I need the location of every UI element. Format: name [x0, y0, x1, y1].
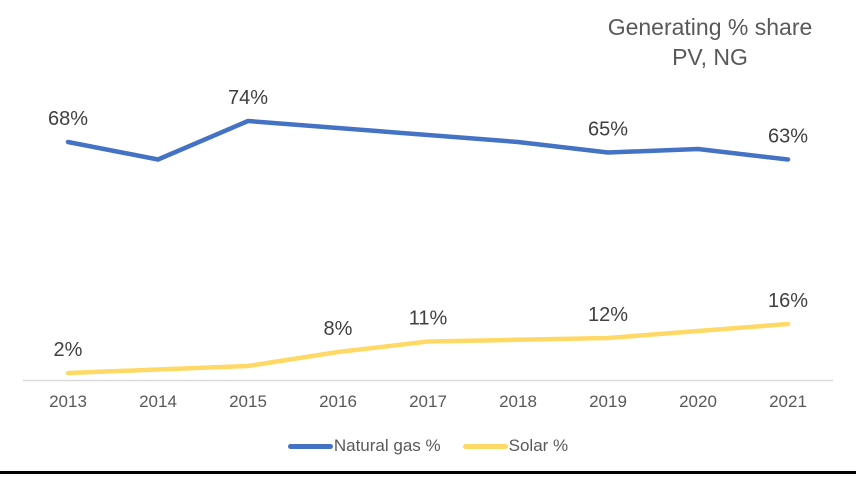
chart-title-line2: PV, NG	[672, 44, 748, 71]
data-label: 74%	[228, 87, 268, 109]
data-label: 63%	[768, 126, 808, 148]
legend-label-solar: Solar %	[508, 436, 569, 455]
data-label: 65%	[588, 119, 628, 141]
solar-line-swatch	[462, 443, 508, 449]
data-label: 68%	[48, 108, 88, 130]
x-axis-label: 2018	[499, 392, 537, 411]
legend-item-solar[interactable]: Solar %	[462, 436, 569, 456]
x-axis-label: 2016	[319, 392, 357, 411]
bottom-border-bar	[0, 471, 856, 474]
data-label: 2%	[54, 339, 83, 361]
chart-title-line1: Generating % share	[607, 14, 813, 40]
x-axis-label: 2015	[229, 392, 267, 411]
data-label: 16%	[768, 290, 808, 312]
natural-gas-line-swatch	[287, 443, 333, 449]
x-axis-label: 2020	[679, 392, 717, 411]
data-label: 8%	[324, 318, 353, 340]
x-axis-label: 2019	[589, 392, 627, 411]
series-line-natural-gas	[65, 118, 791, 162]
x-axis-label: 2013	[49, 392, 87, 411]
legend-label-natural-gas: Natural gas %	[333, 436, 441, 455]
chart-title: Generating % share PV, NG	[570, 12, 850, 73]
x-axis-label: 2017	[409, 392, 447, 411]
data-label: 11%	[409, 308, 448, 330]
legend-item-natural-gas[interactable]: Natural gas %	[287, 436, 441, 456]
series-line-solar	[65, 321, 791, 376]
data-label: 12%	[588, 304, 628, 326]
x-axis-label: 2021	[769, 392, 807, 411]
x-axis-label: 2014	[139, 392, 177, 411]
legend: Natural gas % Solar %	[0, 436, 856, 456]
